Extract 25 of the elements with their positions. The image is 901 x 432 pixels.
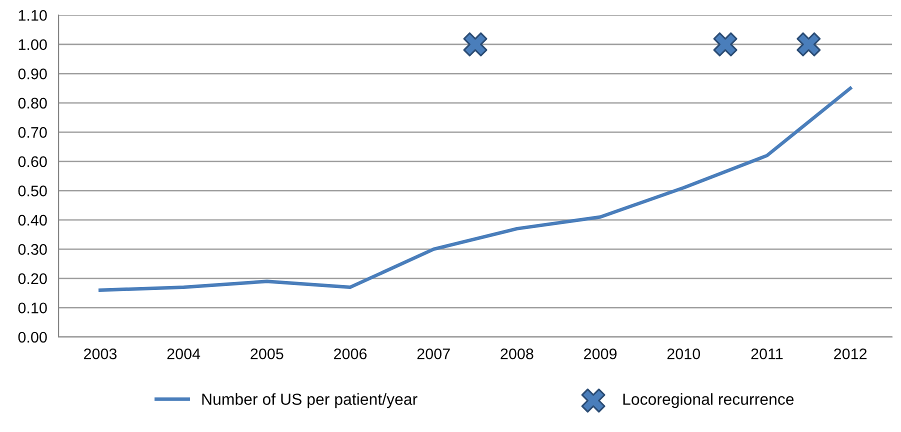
y-tick-label: 0.20 <box>18 273 47 284</box>
x-tick-label: 2012 <box>834 348 867 360</box>
y-tick-label: 0.30 <box>18 244 47 255</box>
x-tick-label: 2007 <box>417 348 450 360</box>
y-tick-label: 1.00 <box>18 39 47 50</box>
y-tick-label: 0.10 <box>18 302 47 314</box>
y-tick-label: 0.00 <box>18 332 47 343</box>
y-tick-label: 0.70 <box>18 127 47 138</box>
y-tick-label: 0.80 <box>18 98 47 109</box>
y-tick-label: 1.10 <box>18 10 47 21</box>
x-tick-label: 2004 <box>167 348 200 360</box>
y-tick-label: 0.60 <box>18 156 47 168</box>
x-tick-label: 2009 <box>584 348 617 360</box>
legend-label: Number of US per patient/year <box>202 393 418 408</box>
x-tick-label: 2010 <box>667 348 700 360</box>
x-tick-label: 2008 <box>500 348 534 360</box>
y-tick-label: 0.90 <box>18 68 47 80</box>
legend-label: Locoregional recurrence <box>623 393 794 408</box>
y-tick-label: 0.40 <box>18 214 47 226</box>
line-series <box>98 86 852 292</box>
x-tick-label: 2011 <box>751 348 783 360</box>
x-tick-label: 2003 <box>84 348 117 360</box>
x-tick-label: 2005 <box>250 348 284 360</box>
y-tick-label: 0.50 <box>18 186 47 196</box>
x-tick-label: 2006 <box>334 348 367 360</box>
